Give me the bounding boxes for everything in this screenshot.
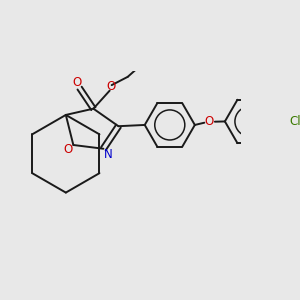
Text: O: O [107, 80, 116, 93]
Text: O: O [72, 76, 81, 89]
Text: O: O [205, 116, 214, 128]
Text: Cl: Cl [289, 115, 300, 128]
Text: O: O [63, 143, 73, 156]
Text: N: N [103, 148, 112, 161]
